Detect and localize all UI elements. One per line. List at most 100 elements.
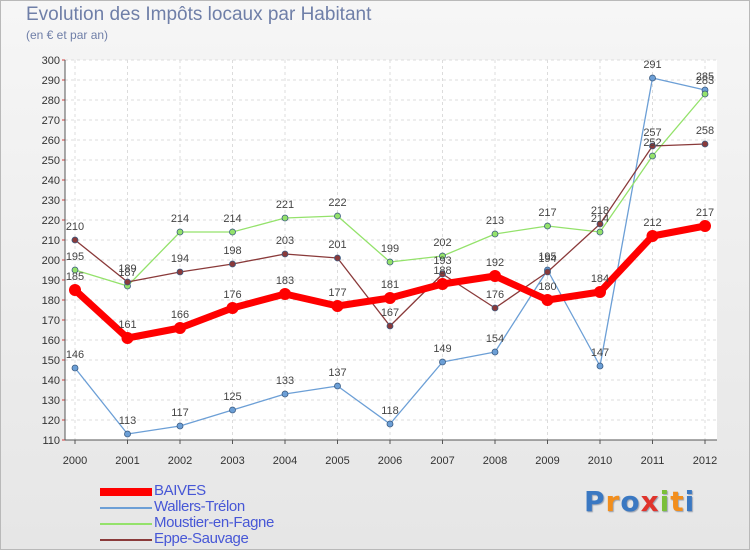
- logo-letter: r: [605, 485, 621, 518]
- data-point-moustier-en-fagne: [649, 152, 656, 160]
- x-tick-label: 2012: [693, 455, 717, 467]
- data-label-eppe-sauvage: 167: [381, 307, 399, 319]
- legend-swatch-wallers-tr-lon: [100, 507, 152, 509]
- legend-label-baives: BAIVES: [154, 482, 206, 499]
- data-point-eppe-sauvage: [176, 268, 184, 276]
- data-point-baives: [121, 332, 134, 344]
- data-point-wallers-tr-lon: [439, 358, 446, 366]
- data-point-eppe-sauvage: [229, 260, 236, 268]
- logo-letter: i: [659, 485, 671, 518]
- data-label-wallers-tr-lon: 137: [328, 367, 346, 379]
- y-tick-label: 270: [42, 115, 60, 127]
- data-label-wallers-tr-lon: 146: [66, 349, 84, 361]
- x-tick-label: 2000: [63, 455, 87, 467]
- data-point-moustier-en-fagne: [439, 252, 446, 260]
- data-point-eppe-sauvage: [124, 278, 131, 286]
- data-label-wallers-tr-lon: 291: [643, 59, 661, 71]
- data-label-wallers-tr-lon: 285: [696, 71, 714, 83]
- y-tick-label: 190: [42, 275, 60, 287]
- data-point-wallers-tr-lon: [596, 362, 604, 370]
- legend-swatch-moustier-en-fagne: [100, 523, 152, 525]
- y-tick-label: 260: [42, 135, 60, 147]
- legend-swatch-baives: [100, 488, 152, 496]
- data-label-baives: 184: [591, 273, 609, 285]
- data-label-wallers-tr-lon: 147: [591, 347, 609, 359]
- x-tick-label: 2011: [641, 455, 665, 467]
- data-label-moustier-en-fagne: 222: [328, 197, 346, 209]
- data-label-moustier-en-fagne: 214: [591, 213, 609, 225]
- data-point-moustier-en-fagne: [701, 90, 709, 98]
- data-point-baives: [384, 292, 396, 304]
- data-label-baives: 166: [171, 309, 189, 321]
- data-point-moustier-en-fagne: [281, 214, 289, 222]
- data-point-eppe-sauvage: [386, 322, 394, 330]
- data-label-eppe-sauvage: 257: [643, 127, 661, 139]
- data-point-baives: [226, 302, 239, 314]
- data-label-wallers-tr-lon: 118: [381, 405, 399, 417]
- y-tick-label: 160: [42, 335, 60, 347]
- data-label-eppe-sauvage: 176: [486, 289, 504, 301]
- x-tick-label: 2002: [168, 455, 192, 467]
- data-point-baives: [541, 294, 554, 306]
- data-point-baives: [174, 322, 186, 334]
- data-point-wallers-tr-lon: [386, 420, 394, 428]
- logo-letter: t: [670, 485, 685, 518]
- data-label-moustier-en-fagne: 252: [643, 137, 661, 149]
- data-point-moustier-en-fagne: [334, 212, 341, 220]
- data-label-eppe-sauvage: 218: [591, 205, 609, 217]
- data-label-moustier-en-fagne: 202: [433, 237, 451, 249]
- data-label-wallers-tr-lon: 117: [171, 407, 189, 419]
- y-tick-label: 200: [42, 255, 60, 267]
- data-point-baives: [69, 284, 81, 296]
- x-tick-label: 2006: [378, 455, 402, 467]
- plot-area: [65, 60, 717, 440]
- data-point-moustier-en-fagne: [491, 230, 499, 238]
- data-label-baives: 183: [276, 275, 294, 287]
- data-label-moustier-en-fagne: 214: [223, 213, 241, 225]
- data-point-eppe-sauvage: [491, 304, 499, 312]
- data-label-moustier-en-fagne: 217: [538, 207, 556, 219]
- data-label-baives: 185: [66, 271, 84, 283]
- data-label-moustier-en-fagne: 195: [66, 251, 84, 263]
- data-label-eppe-sauvage: 210: [66, 221, 84, 233]
- data-point-wallers-tr-lon: [176, 422, 184, 430]
- x-tick-label: 2001: [115, 455, 139, 467]
- data-point-baives: [331, 300, 344, 312]
- y-tick-label: 150: [42, 355, 60, 367]
- data-label-eppe-sauvage: 258: [696, 125, 714, 137]
- data-label-baives: 161: [118, 319, 136, 331]
- data-point-moustier-en-fagne: [176, 228, 184, 236]
- logo-letter: o: [620, 485, 641, 518]
- data-label-moustier-en-fagne: 213: [486, 215, 504, 227]
- y-tick-label: 180: [42, 295, 60, 307]
- data-point-eppe-sauvage: [701, 140, 709, 148]
- data-label-baives: 188: [433, 265, 451, 277]
- data-point-wallers-tr-lon: [124, 430, 131, 438]
- y-tick-label: 220: [42, 215, 60, 227]
- y-tick-label: 230: [42, 195, 60, 207]
- data-label-eppe-sauvage: 194: [171, 253, 189, 265]
- x-tick-label: 2005: [325, 455, 349, 467]
- y-tick-label: 140: [42, 375, 60, 387]
- data-label-eppe-sauvage: 193: [433, 255, 451, 267]
- y-tick-label: 130: [42, 395, 60, 407]
- data-point-wallers-tr-lon: [491, 348, 499, 356]
- data-point-baives: [699, 220, 711, 232]
- data-point-moustier-en-fagne: [596, 228, 604, 236]
- data-label-wallers-tr-lon: 149: [433, 343, 451, 355]
- legend-label-moustier-en-fagne: Moustier-en-Fagne: [154, 514, 274, 531]
- legend-label-eppe-sauvage: Eppe-Sauvage: [154, 530, 249, 547]
- x-tick-label: 2003: [220, 455, 244, 467]
- data-point-eppe-sauvage: [334, 254, 341, 262]
- x-tick-label: 2007: [430, 455, 454, 467]
- y-tick-label: 250: [42, 155, 60, 167]
- data-point-baives: [279, 288, 291, 300]
- data-point-wallers-tr-lon: [649, 74, 656, 82]
- x-tick-label: 2009: [535, 455, 559, 467]
- logo-letter: x: [640, 485, 660, 518]
- logo-letter: P: [584, 485, 606, 518]
- x-tick-label: 2008: [483, 455, 507, 467]
- data-point-eppe-sauvage: [544, 268, 551, 276]
- data-point-eppe-sauvage: [439, 270, 446, 278]
- chart-subtitle: (en € et par an): [26, 28, 109, 42]
